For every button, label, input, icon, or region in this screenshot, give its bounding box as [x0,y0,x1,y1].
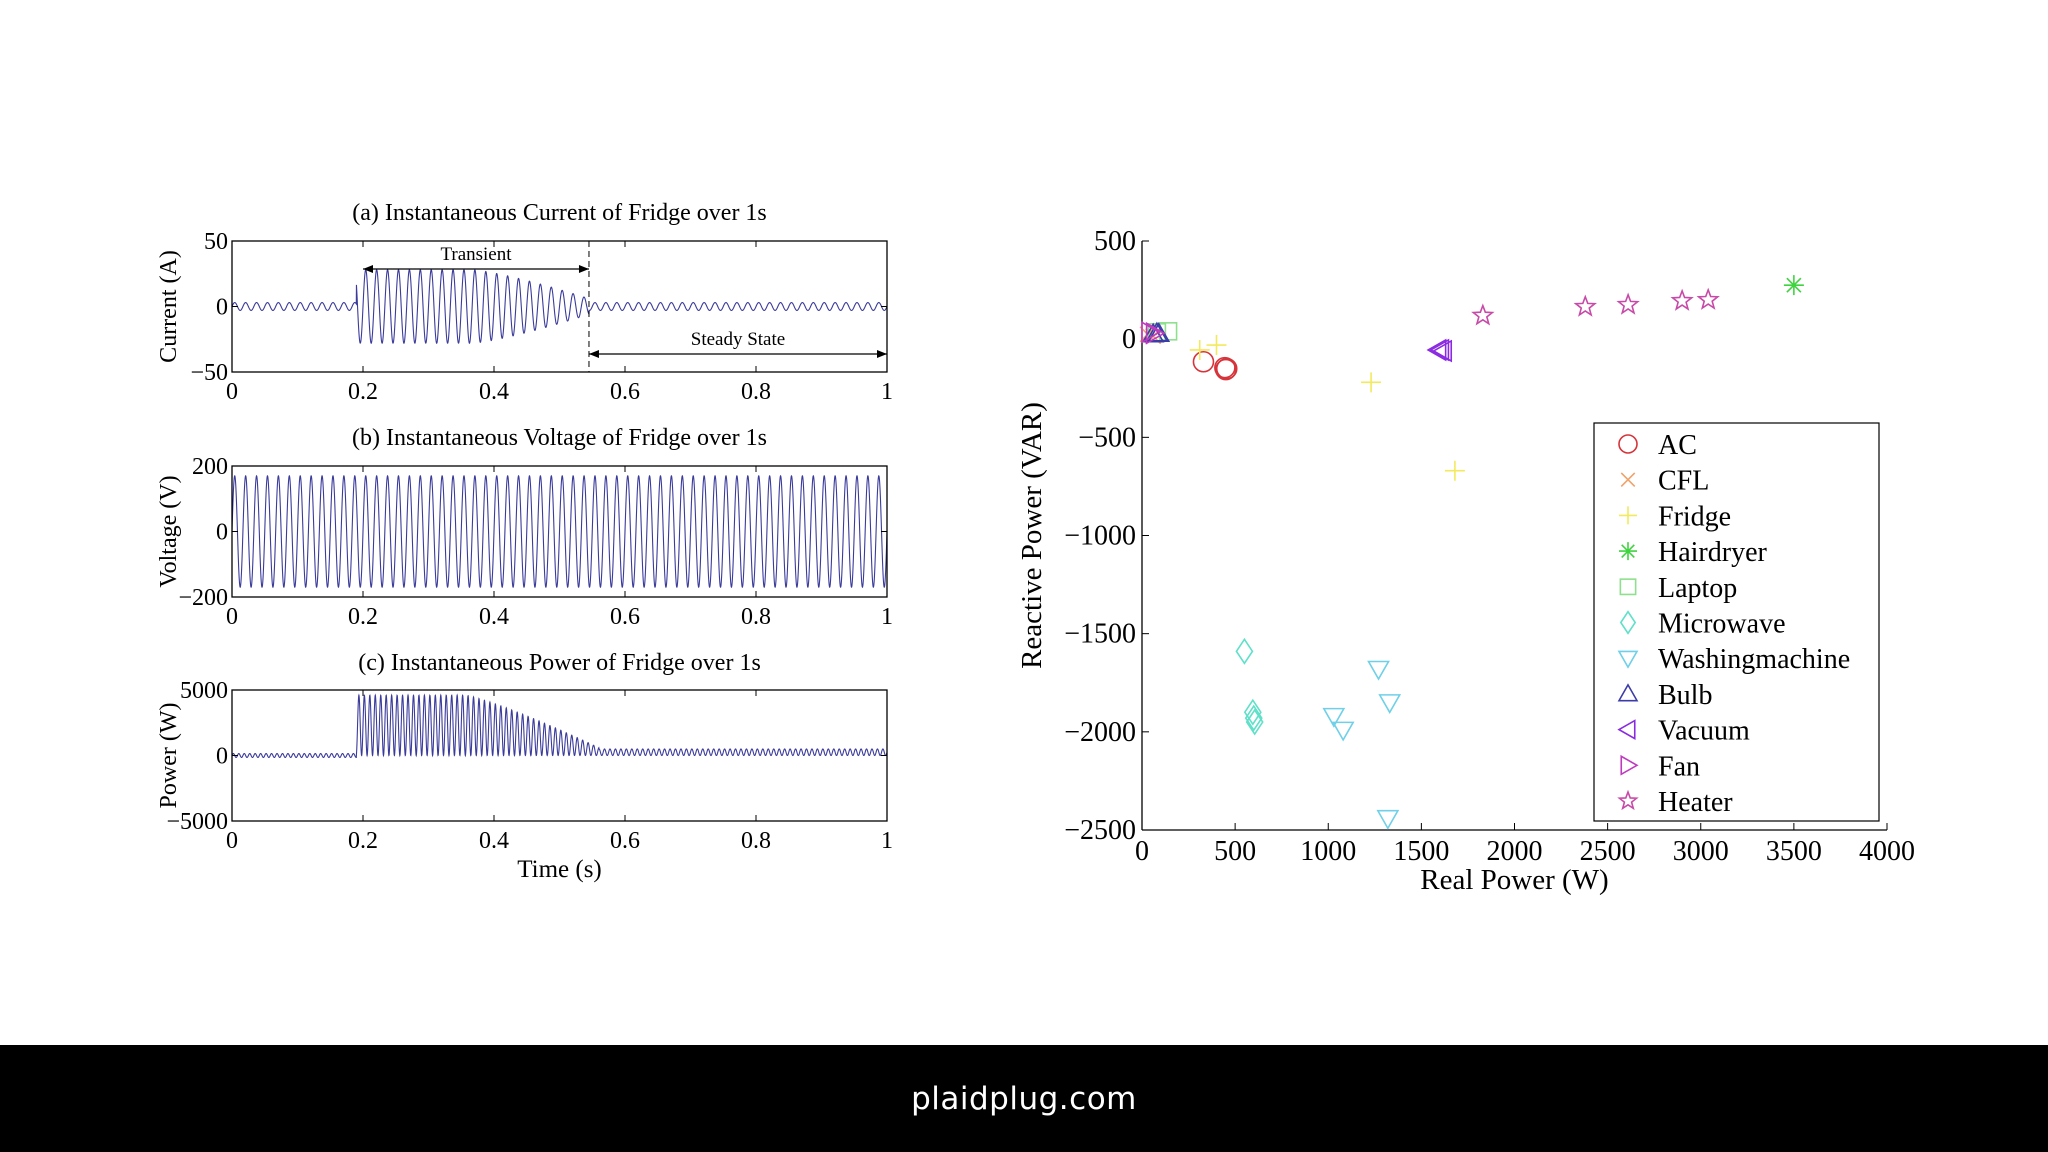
y-tick-label: 50 [204,229,228,255]
x-tick-label: 0.8 [741,828,771,854]
x-tick-label: 0.6 [610,604,640,630]
fridge-waveform-figure: (a) Instantaneous Current of Fridge over… [156,200,893,883]
x-tick-label: 0.4 [479,828,509,854]
x-tick-label: 0.4 [479,379,509,405]
y-tick-label: 5000 [180,678,228,704]
transient-label: Transient [440,244,512,265]
panel-title: (c) Instantaneous Power of Fridge over 1… [358,650,761,676]
x-tick-label: 0 [226,828,238,854]
x-axis-label: Time (s) [517,856,602,883]
transient-arrowhead-right [578,265,589,273]
panel-current: (a) Instantaneous Current of Fridge over… [156,200,893,405]
y-tick-label: 0 [216,744,228,770]
y-axis-label: Voltage (V) [156,475,182,587]
y-tick-label: −200 [178,585,228,611]
x-tick-label: 0.2 [348,828,378,854]
x-tick-label: 1 [881,379,893,405]
waveform-line [231,693,888,759]
x-tick-label: 1 [881,828,893,854]
x-tick-label: 0.4 [479,604,509,630]
footer-site-text: plaidplug.com [911,1080,1137,1117]
steady-arrowhead-right [877,350,887,358]
steady-state-label: Steady State [691,329,785,350]
x-tick-label: 0.6 [610,828,640,854]
transient-arrowhead-left [363,265,373,273]
y-tick-label: −5000 [166,809,228,835]
waveform-line [231,474,888,589]
panel-title: (a) Instantaneous Current of Fridge over… [352,200,767,226]
slide: (a) Instantaneous Current of Fridge over… [156,200,1915,896]
waveform-line [231,269,888,344]
y-tick-label: 0 [216,295,228,321]
x-tick-label: 0.8 [741,604,771,630]
y-tick-label: 200 [192,454,228,480]
y-tick-label: 0 [216,520,228,546]
steady-arrowhead-left [588,350,599,358]
x-tick-label: 1 [881,604,893,630]
panel-title: (b) Instantaneous Voltage of Fridge over… [352,425,767,451]
panel-voltage: (b) Instantaneous Voltage of Fridge over… [156,425,893,630]
x-tick-label: 0.2 [348,604,378,630]
x-tick-label: 0.6 [610,379,640,405]
x-tick-label: 0.2 [348,379,378,405]
x-tick-label: 0.8 [741,379,771,405]
footer-bar: plaidplug.com [0,1045,2048,1152]
x-tick-label: 0 [226,379,238,405]
y-axis-label: Current (A) [156,250,182,363]
panel-power: (c) Instantaneous Power of Fridge over 1… [156,650,893,883]
x-tick-label: 0 [226,604,238,630]
y-tick-label: −50 [190,360,228,386]
y-axis-label: Power (W) [156,703,182,809]
